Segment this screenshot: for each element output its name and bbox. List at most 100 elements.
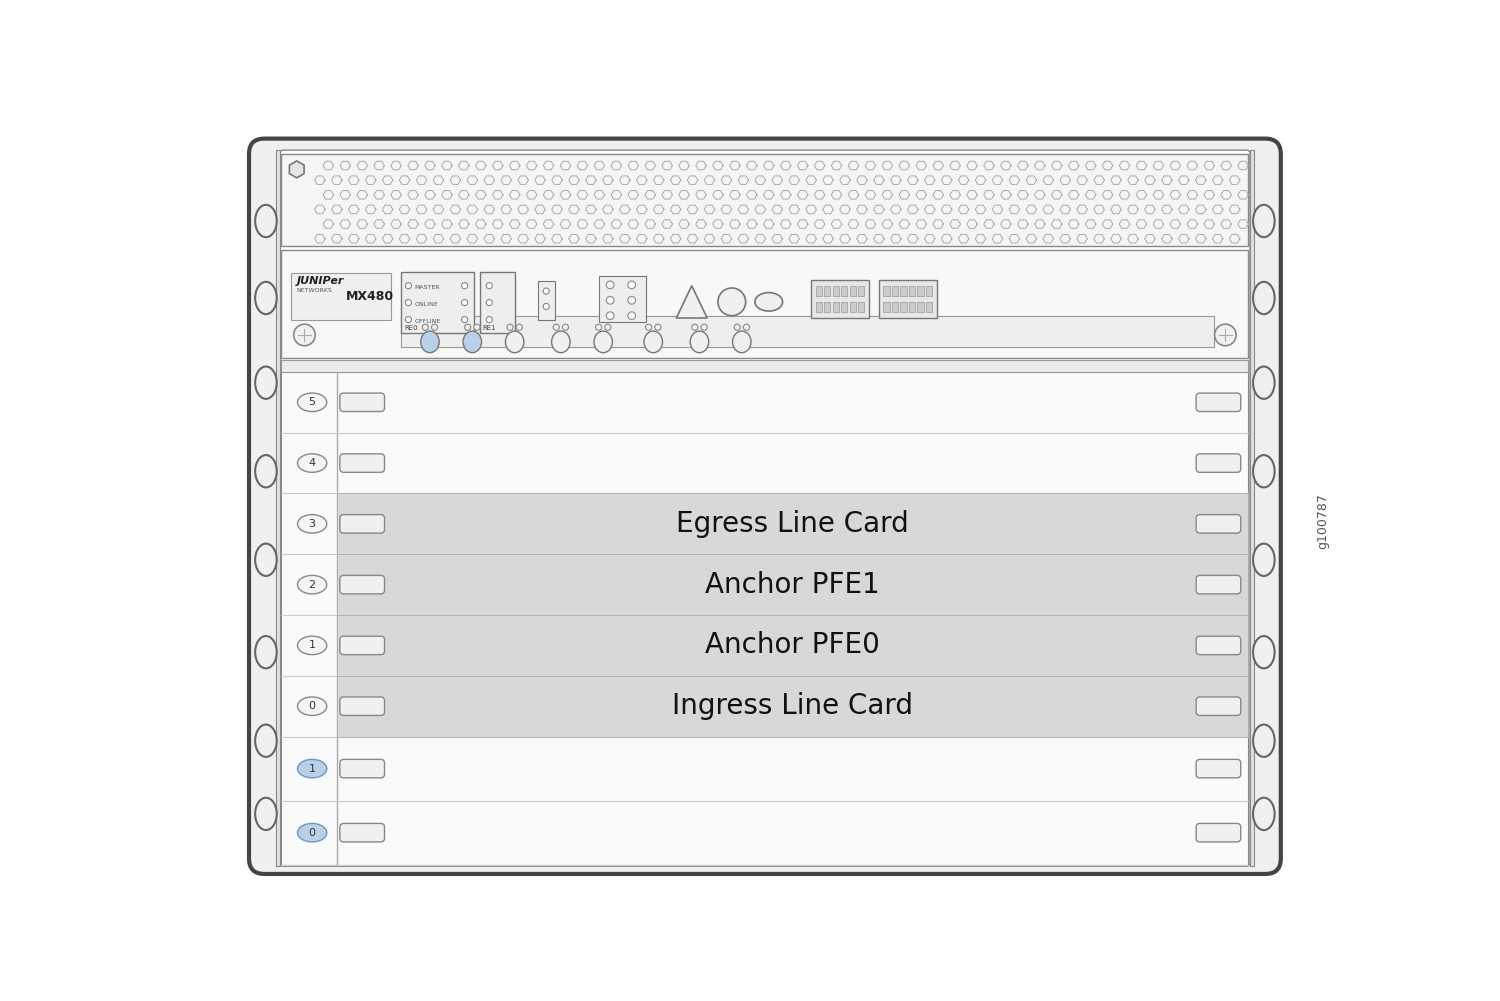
Ellipse shape <box>255 636 276 669</box>
Bar <box>900 302 906 312</box>
FancyBboxPatch shape <box>249 138 1281 874</box>
Text: JUNIPer: JUNIPer <box>297 276 344 286</box>
FancyBboxPatch shape <box>340 393 384 411</box>
Ellipse shape <box>255 798 276 830</box>
Bar <box>824 286 831 296</box>
Bar <box>282 154 1248 246</box>
Ellipse shape <box>594 331 612 352</box>
Bar <box>909 286 915 296</box>
Bar <box>824 302 831 312</box>
Text: 3: 3 <box>309 519 315 529</box>
Polygon shape <box>676 285 706 318</box>
Circle shape <box>405 282 411 288</box>
Circle shape <box>507 324 513 330</box>
FancyBboxPatch shape <box>1196 637 1240 655</box>
Circle shape <box>554 324 560 330</box>
Ellipse shape <box>506 331 524 352</box>
Bar <box>849 286 856 296</box>
Bar <box>816 302 822 312</box>
Circle shape <box>628 296 636 304</box>
Ellipse shape <box>255 366 276 398</box>
Bar <box>884 302 890 312</box>
Circle shape <box>516 324 522 330</box>
Bar <box>858 286 864 296</box>
Circle shape <box>700 324 706 330</box>
Ellipse shape <box>552 331 570 352</box>
Circle shape <box>543 303 549 309</box>
Ellipse shape <box>1252 282 1275 314</box>
FancyBboxPatch shape <box>340 515 384 534</box>
Ellipse shape <box>255 455 276 487</box>
FancyBboxPatch shape <box>340 760 384 778</box>
Circle shape <box>405 299 411 305</box>
Text: RE0: RE0 <box>405 324 418 330</box>
Text: 4: 4 <box>309 458 315 468</box>
Text: NETWORKS: NETWORKS <box>297 288 333 293</box>
Polygon shape <box>290 161 304 178</box>
Ellipse shape <box>297 760 327 778</box>
Ellipse shape <box>255 725 276 757</box>
Text: MX480: MX480 <box>345 290 394 303</box>
Circle shape <box>462 282 468 288</box>
Text: 0: 0 <box>309 701 315 711</box>
Text: Ingress Line Card: Ingress Line Card <box>672 693 914 720</box>
Ellipse shape <box>297 393 327 411</box>
Circle shape <box>596 324 602 330</box>
Text: Egress Line Card: Egress Line Card <box>676 510 909 538</box>
Bar <box>338 615 1248 676</box>
Circle shape <box>606 296 613 304</box>
Circle shape <box>692 324 698 330</box>
Text: Anchor PFE1: Anchor PFE1 <box>705 571 880 599</box>
FancyBboxPatch shape <box>1196 824 1240 842</box>
Bar <box>892 302 898 312</box>
Circle shape <box>645 324 651 330</box>
Bar <box>338 493 1248 555</box>
FancyBboxPatch shape <box>340 824 384 842</box>
Circle shape <box>562 324 568 330</box>
Ellipse shape <box>297 515 327 534</box>
Bar <box>816 286 822 296</box>
Bar <box>338 676 1248 737</box>
Ellipse shape <box>297 453 327 472</box>
Circle shape <box>604 324 610 330</box>
Ellipse shape <box>297 697 327 716</box>
Circle shape <box>718 288 746 315</box>
Bar <box>926 286 932 296</box>
Ellipse shape <box>754 292 783 311</box>
Circle shape <box>656 324 662 330</box>
FancyBboxPatch shape <box>340 576 384 594</box>
Text: 1: 1 <box>309 764 315 774</box>
Text: OFFLINE: OFFLINE <box>414 318 441 323</box>
Text: RE1: RE1 <box>483 324 496 330</box>
Bar <box>282 372 1248 865</box>
FancyBboxPatch shape <box>1196 453 1240 472</box>
Ellipse shape <box>464 331 482 352</box>
Text: ONLINE: ONLINE <box>414 301 438 306</box>
Ellipse shape <box>255 205 276 237</box>
Ellipse shape <box>1252 798 1275 830</box>
Text: 1: 1 <box>309 641 315 651</box>
FancyBboxPatch shape <box>340 453 384 472</box>
Ellipse shape <box>420 331 440 352</box>
Ellipse shape <box>1252 636 1275 669</box>
Bar <box>600 275 645 322</box>
Text: g100787: g100787 <box>1317 493 1329 550</box>
Bar <box>400 315 1214 346</box>
Ellipse shape <box>732 331 752 352</box>
Ellipse shape <box>1252 544 1275 576</box>
Circle shape <box>432 324 438 330</box>
Ellipse shape <box>297 637 327 655</box>
Circle shape <box>628 312 636 319</box>
Ellipse shape <box>255 544 276 576</box>
Circle shape <box>423 324 429 330</box>
Bar <box>276 150 280 866</box>
Bar <box>338 555 1248 615</box>
Circle shape <box>744 324 750 330</box>
Ellipse shape <box>1252 205 1275 237</box>
Ellipse shape <box>644 331 663 352</box>
Bar <box>833 302 839 312</box>
Text: 5: 5 <box>309 397 315 407</box>
Bar <box>282 359 1248 372</box>
Bar <box>291 273 390 319</box>
FancyBboxPatch shape <box>1196 576 1240 594</box>
